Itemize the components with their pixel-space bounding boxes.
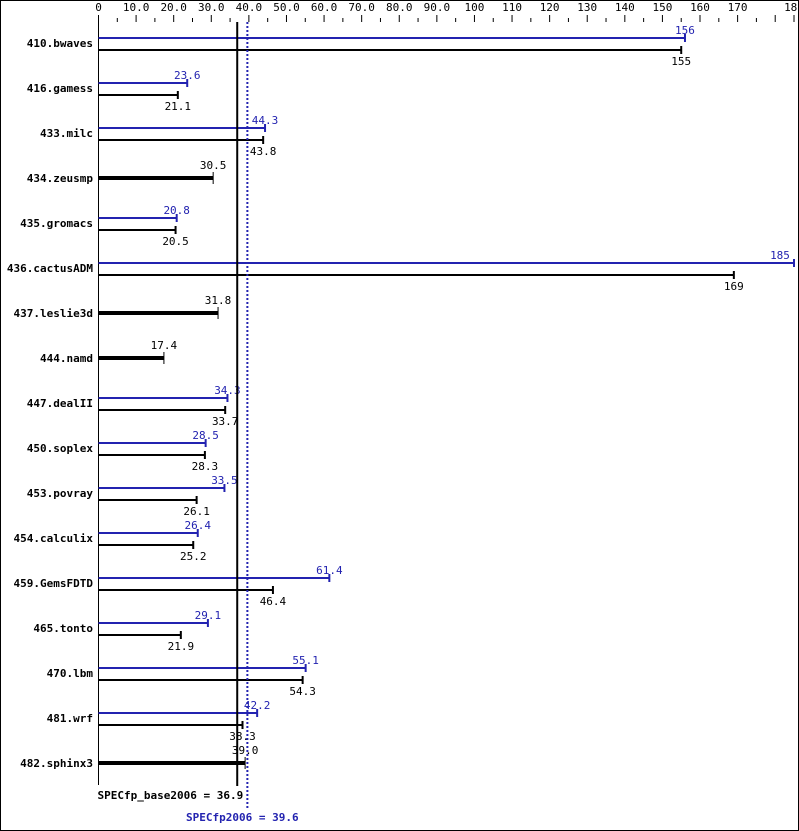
peak-value-label: 44.3 <box>252 114 279 127</box>
tick-label: 160 <box>690 1 710 14</box>
base-value-label: 17.4 <box>151 339 178 352</box>
category-label: 453.povray <box>27 487 94 500</box>
peak-value-label: 26.4 <box>184 519 211 532</box>
category-label: 444.namd <box>40 352 93 365</box>
tick-label: 120 <box>540 1 560 14</box>
row-435.gromacs: 435.gromacs 20.8 20.5 <box>20 204 190 248</box>
peak-value-label: 42.2 <box>244 699 271 712</box>
base-value-label: 155 <box>671 55 691 68</box>
category-label: 482.sphinx3 <box>20 757 93 770</box>
tick-label: 60.0 <box>311 1 338 14</box>
peak-value-label: 28.5 <box>192 429 219 442</box>
tick-label: 140 <box>615 1 635 14</box>
tick-label: 20.0 <box>160 1 187 14</box>
peak-value-label: 33.5 <box>211 474 238 487</box>
row-481.wrf: 481.wrf 42.2 38.3 <box>47 699 271 743</box>
tick-label: 185 <box>784 1 799 14</box>
category-label: 436.cactusADM <box>7 262 93 275</box>
peak-reference-label: SPECfp2006 = 39.6 <box>186 811 299 824</box>
row-459.GemsFDTD: 459.GemsFDTD 61.4 46.4 <box>14 564 343 608</box>
row-444.namd: 444.namd 17.4 <box>40 339 178 365</box>
row-434.zeusmp: 434.zeusmp 30.5 <box>27 159 227 185</box>
bars: 410.bwaves 156 155 416.gamess 23.6 21.1 433.mi… <box>7 24 795 770</box>
category-label: 433.milc <box>40 127 93 140</box>
peak-value-label: 185 <box>770 249 790 262</box>
tick-label: 10.0 <box>123 1 150 14</box>
base-value-label: 26.1 <box>183 505 210 518</box>
peak-value-label: 34.3 <box>214 384 241 397</box>
peak-value-label: 29.1 <box>195 609 222 622</box>
tick-label: 50.0 <box>273 1 300 14</box>
row-436.cactusADM: 436.cactusADM 185 169 <box>7 249 795 293</box>
category-label: 416.gamess <box>27 82 93 95</box>
tick-label: 40.0 <box>236 1 263 14</box>
category-label: 447.dealII <box>27 397 93 410</box>
peak-value-label: 20.8 <box>163 204 190 217</box>
reference-lines: SPECfp_base2006 = 36.9 SPECfp2006 = 39.6 <box>98 22 299 824</box>
base-reference-label: SPECfp_base2006 = 36.9 <box>98 789 244 802</box>
x-axis: 0 10.0 20.0 30.0 40.0 50.0 60.0 70.0 80.0 90.0 100… <box>95 1 799 785</box>
tick-label: 30.0 <box>198 1 225 14</box>
base-value-label: 28.3 <box>192 460 219 473</box>
tick-label: 80.0 <box>386 1 413 14</box>
tick-label: 130 <box>577 1 597 14</box>
category-label: 459.GemsFDTD <box>14 577 94 590</box>
category-label: 470.lbm <box>47 667 94 680</box>
row-470.lbm: 470.lbm 55.1 54.3 <box>47 654 319 698</box>
base-value-label: 20.5 <box>162 235 189 248</box>
row-437.leslie3d: 437.leslie3d 31.8 <box>14 294 232 320</box>
row-450.soplex: 450.soplex 28.5 28.3 <box>27 429 219 473</box>
category-label: 465.tonto <box>33 622 93 635</box>
peak-value-label: 61.4 <box>316 564 343 577</box>
base-value-label: 39.0 <box>232 744 259 757</box>
tick-label: 0 <box>95 1 102 14</box>
base-value-label: 31.8 <box>205 294 232 307</box>
row-410.bwaves: 410.bwaves 156 155 <box>27 24 695 68</box>
tick-label: 70.0 <box>348 1 375 14</box>
row-453.povray: 453.povray 33.5 26.1 <box>27 474 238 518</box>
tick-label: 90.0 <box>424 1 451 14</box>
tick-label: 110 <box>502 1 522 14</box>
category-label: 434.zeusmp <box>27 172 94 185</box>
category-label: 410.bwaves <box>27 37 93 50</box>
base-value-label: 21.9 <box>168 640 195 653</box>
base-value-label: 25.2 <box>180 550 207 563</box>
base-value-label: 38.3 <box>229 730 256 743</box>
category-label: 437.leslie3d <box>14 307 93 320</box>
category-label: 454.calculix <box>14 532 94 545</box>
row-454.calculix: 454.calculix 26.4 25.2 <box>14 519 212 563</box>
base-value-label: 46.4 <box>260 595 287 608</box>
row-482.sphinx3: 482.sphinx3 39.0 <box>20 744 258 770</box>
peak-value-label: 55.1 <box>292 654 319 667</box>
base-value-label: 43.8 <box>250 145 277 158</box>
tick-label: 170 <box>728 1 748 14</box>
base-value-label: 54.3 <box>289 685 316 698</box>
peak-value-label: 23.6 <box>174 69 201 82</box>
tick-label: 150 <box>652 1 672 14</box>
peak-value-label: 156 <box>675 24 695 37</box>
category-label: 481.wrf <box>47 712 93 725</box>
base-value-label: 21.1 <box>165 100 192 113</box>
category-label: 435.gromacs <box>20 217 93 230</box>
row-416.gamess: 416.gamess 23.6 21.1 <box>27 69 201 113</box>
base-value-label: 33.7 <box>212 415 239 428</box>
row-447.dealII: 447.dealII 34.3 33.7 <box>27 384 241 428</box>
tick-label: 100 <box>465 1 485 14</box>
category-label: 450.soplex <box>27 442 94 455</box>
base-value-label: 30.5 <box>200 159 227 172</box>
base-value-label: 169 <box>724 280 744 293</box>
row-465.tonto: 465.tonto 29.1 21.9 <box>33 609 221 653</box>
